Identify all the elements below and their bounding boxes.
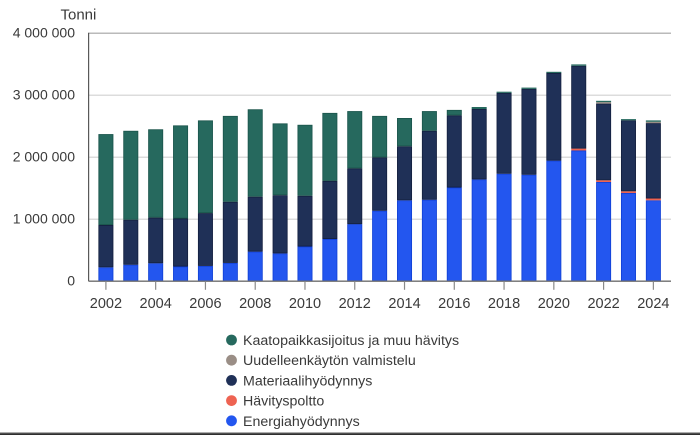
svg-text:Materiaalihyödynnys: Materiaalihyödynnys [243,373,372,389]
svg-text:2024: 2024 [637,296,669,312]
svg-text:2016: 2016 [438,296,470,312]
svg-text:Hävityspoltto: Hävityspoltto [243,394,324,410]
svg-text:2022: 2022 [587,296,619,312]
svg-text:1 000 000: 1 000 000 [13,210,75,226]
svg-text:2020: 2020 [538,296,570,312]
svg-text:2 000 000: 2 000 000 [13,148,75,164]
svg-text:2004: 2004 [140,296,172,312]
svg-text:4 000 000: 4 000 000 [13,24,75,40]
svg-text:2012: 2012 [339,296,371,312]
svg-text:2002: 2002 [90,296,122,312]
svg-text:3 000 000: 3 000 000 [13,86,75,102]
svg-text:Uudelleenkäytön valmistelu: Uudelleenkäytön valmistelu [243,353,416,369]
svg-text:2014: 2014 [388,296,420,312]
svg-text:Energiahyödynnys: Energiahyödynnys [243,414,360,430]
svg-text:2006: 2006 [189,296,221,312]
svg-text:2008: 2008 [239,296,271,312]
svg-text:Tonni: Tonni [61,7,97,24]
svg-text:2010: 2010 [289,296,321,312]
svg-text:2018: 2018 [488,296,520,312]
svg-text:0: 0 [67,272,75,288]
svg-text:Kaatopaikkasijoitus ja muu häv: Kaatopaikkasijoitus ja muu hävitys [243,333,459,349]
